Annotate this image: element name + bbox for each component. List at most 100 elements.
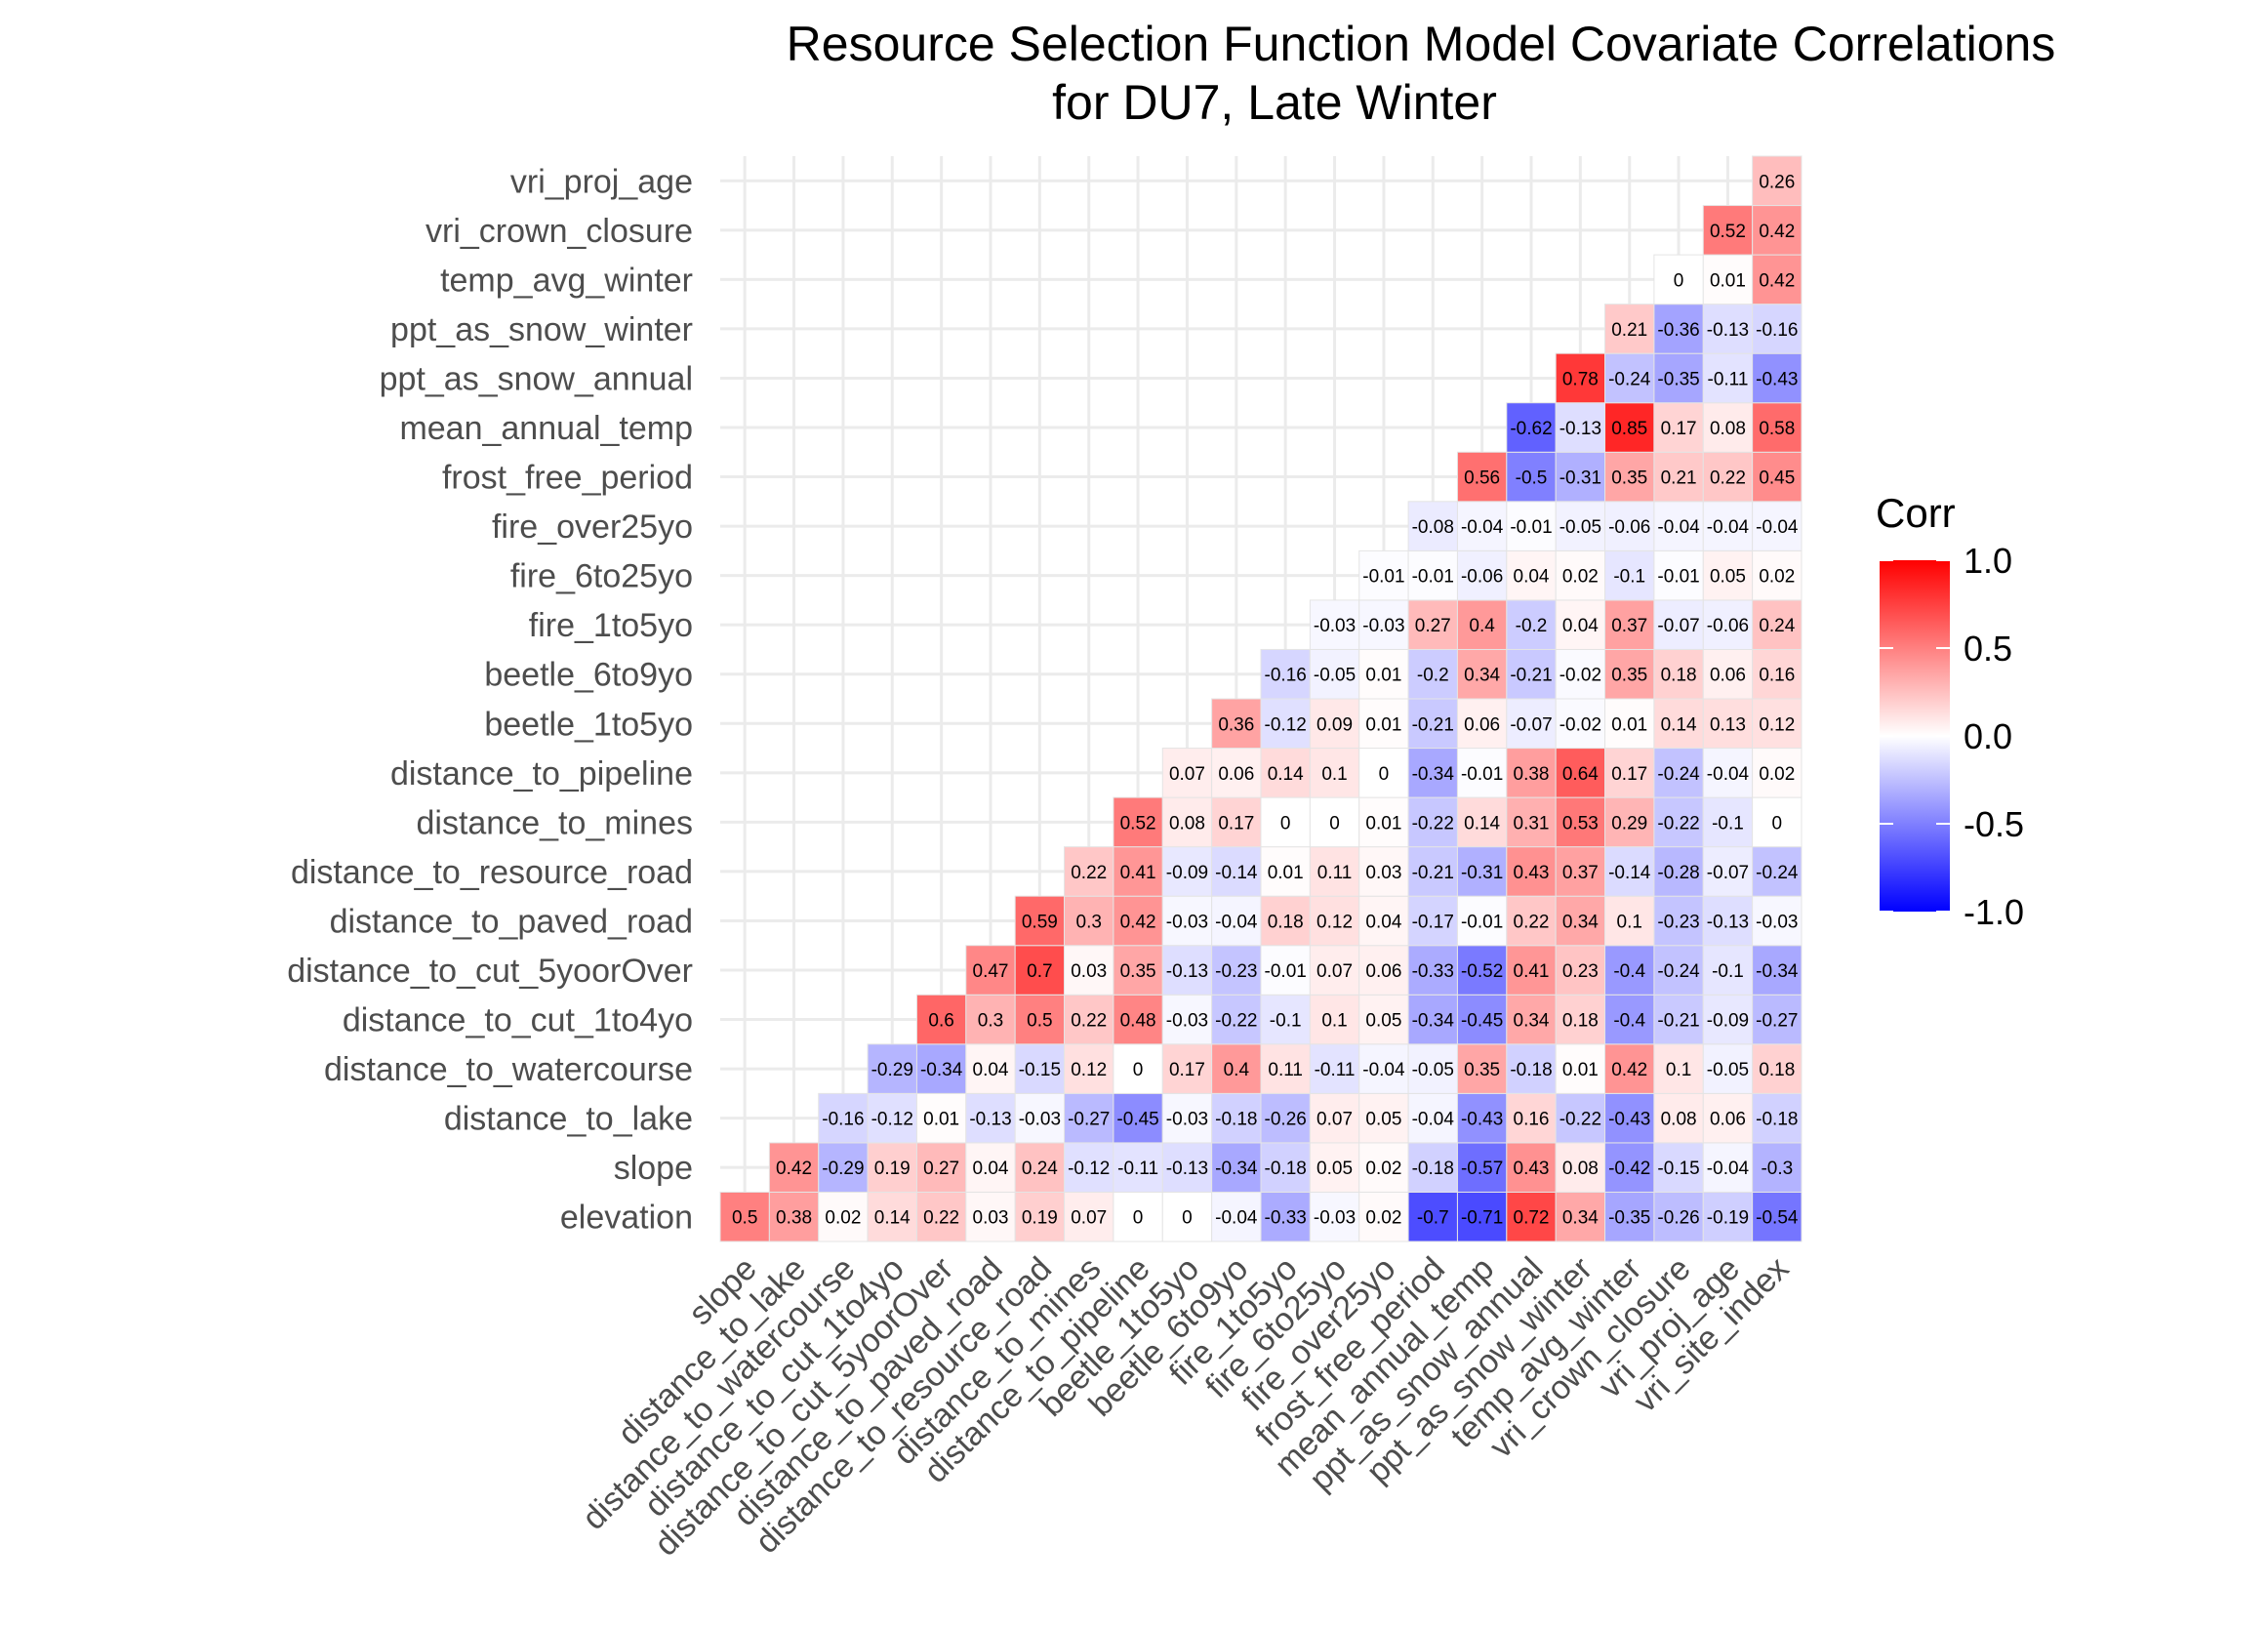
cell-value-label: 0.01: [1365, 714, 1401, 735]
heatmap-cell: [1604, 1191, 1655, 1242]
cell-value-label: 0.1: [1321, 764, 1347, 785]
cell-value-label: 0.27: [923, 1159, 959, 1179]
cell-value-label: 0.08: [1562, 1159, 1599, 1179]
heatmap-cell: [1161, 994, 1213, 1045]
cell-value-label: -0.29: [822, 1159, 864, 1179]
cell-value-label: 0.34: [1464, 666, 1500, 686]
heatmap-cell: [1653, 1043, 1704, 1094]
cell-value-label: 0.18: [1661, 666, 1697, 686]
heatmap-cell: [915, 1142, 967, 1193]
heatmap-cell: [1358, 796, 1409, 848]
cell-value-label: -0.34: [1215, 1159, 1258, 1179]
cell-value-label: -0.1: [1270, 1011, 1302, 1032]
y-tick-label: distance_to_resource_road: [291, 854, 693, 891]
cell-value-label: -0.34: [1412, 764, 1455, 785]
heatmap-cell: [1702, 549, 1754, 601]
y-tick-label: distance_to_mines: [416, 804, 693, 841]
cell-value-label: -0.21: [1510, 666, 1552, 686]
heatmap-cell: [1653, 796, 1704, 848]
cell-value-label: 0: [1133, 1060, 1144, 1080]
heatmap-cell: [1555, 895, 1606, 947]
y-tick-label: distance_to_lake: [444, 1101, 693, 1138]
cell-value-label: -0.05: [1707, 1060, 1749, 1080]
cell-value-label: 0.01: [1365, 666, 1401, 686]
cell-value-label: -0.08: [1412, 517, 1454, 538]
cell-value-label: -0.24: [1756, 863, 1799, 883]
heatmap-cell: [818, 1092, 869, 1144]
cell-value-label: -0.04: [1707, 764, 1750, 785]
cell-value-label: -0.02: [1559, 714, 1601, 735]
cell-value-label: -0.45: [1116, 1110, 1158, 1130]
y-tick-label: beetle_6to9yo: [484, 657, 693, 694]
heatmap-cell: [1653, 698, 1704, 750]
heatmap-cell: [1653, 945, 1704, 996]
cell-value-label: 0.06: [1710, 666, 1746, 686]
cell-value-label: -0.23: [1215, 961, 1257, 982]
heatmap-cell: [1604, 994, 1655, 1045]
cell-value-label: -0.03: [1362, 616, 1404, 636]
cell-value-label: 0.16: [1759, 666, 1795, 686]
cell-value-label: -0.36: [1657, 320, 1699, 341]
cell-value-label: 0.17: [1661, 419, 1697, 439]
cell-value-label: -0.03: [1166, 1011, 1208, 1032]
heatmap-cell: [1506, 748, 1557, 798]
cell-value-label: 0.14: [1268, 764, 1304, 785]
cell-value-label: -0.05: [1314, 666, 1356, 686]
cell-value-label: -0.24: [1657, 764, 1700, 785]
y-tick-label: fire_6to25yo: [510, 558, 693, 595]
heatmap-cell: [1653, 1191, 1704, 1242]
cell-value-label: 0.53: [1562, 813, 1599, 834]
cell-value-label: 0.47: [973, 961, 1009, 982]
heatmap-cell: [818, 1191, 869, 1242]
cell-value-label: -0.21: [1412, 714, 1454, 735]
cell-value-label: 0.22: [1514, 912, 1550, 932]
heatmap-cell: [1653, 648, 1704, 700]
heatmap-cell: [1407, 846, 1458, 897]
heatmap-cell: [1211, 1191, 1262, 1242]
cell-value-label: 0.06: [1710, 1110, 1746, 1130]
cell-value-label: -0.26: [1265, 1110, 1307, 1130]
cell-value-label: -0.01: [1657, 567, 1699, 588]
y-tick-label: elevation: [560, 1200, 693, 1237]
y-tick-label: slope: [614, 1150, 693, 1187]
cell-value-label: 0.42: [1759, 222, 1795, 242]
heatmap-cell: [1752, 994, 1802, 1045]
heatmap-cell: [1358, 1191, 1409, 1242]
cell-value-label: -0.7: [1417, 1208, 1449, 1229]
heatmap-cell: [1604, 1043, 1655, 1094]
chart-title-line-1: Resource Selection Function Model Covari…: [787, 17, 2056, 71]
heatmap-cell: [1555, 945, 1606, 996]
cell-value-label: 0.14: [874, 1208, 911, 1229]
heatmap-cell: [1456, 994, 1508, 1045]
cell-value-label: -0.21: [1412, 863, 1454, 883]
heatmap-cell: [1702, 1092, 1754, 1144]
cell-value-label: 0.03: [1365, 863, 1401, 883]
heatmap-cell: [1358, 1142, 1409, 1193]
cell-value-label: -0.19: [1707, 1208, 1749, 1229]
heatmap-cell: [1260, 748, 1311, 798]
cell-value-label: 0.06: [1464, 714, 1500, 735]
cell-value-label: 0.17: [1611, 764, 1647, 785]
cell-value-label: -0.2: [1516, 616, 1548, 636]
cell-value-label: 0.23: [1562, 961, 1599, 982]
heatmap-cell: [1064, 1092, 1114, 1144]
heatmap-cell: [1555, 501, 1606, 551]
heatmap-cell: [1309, 648, 1360, 700]
legend-tick-label: 0.0: [1964, 716, 2012, 756]
cell-value-label: -0.17: [1412, 912, 1454, 932]
heatmap-cell: [1161, 796, 1213, 848]
cell-value-label: 0.19: [874, 1159, 911, 1179]
cell-value-label: 0.34: [1562, 912, 1599, 932]
cell-value-label: 0: [1674, 270, 1684, 291]
cell-value-label: 0.08: [1661, 1110, 1697, 1130]
y-tick-label: distance_to_cut_5yoorOver: [287, 953, 693, 990]
heatmap-cell: [1555, 352, 1606, 404]
heatmap-cell: [1358, 648, 1409, 700]
heatmap-cell: [1407, 698, 1458, 750]
chart-title: Resource Selection Function Model Covari…: [787, 17, 2056, 130]
cell-value-label: 0.4: [1469, 616, 1495, 636]
y-tick-label: mean_annual_temp: [399, 410, 693, 447]
cell-value-label: 0.41: [1120, 863, 1156, 883]
y-tick-label: vri_crown_closure: [425, 213, 693, 250]
